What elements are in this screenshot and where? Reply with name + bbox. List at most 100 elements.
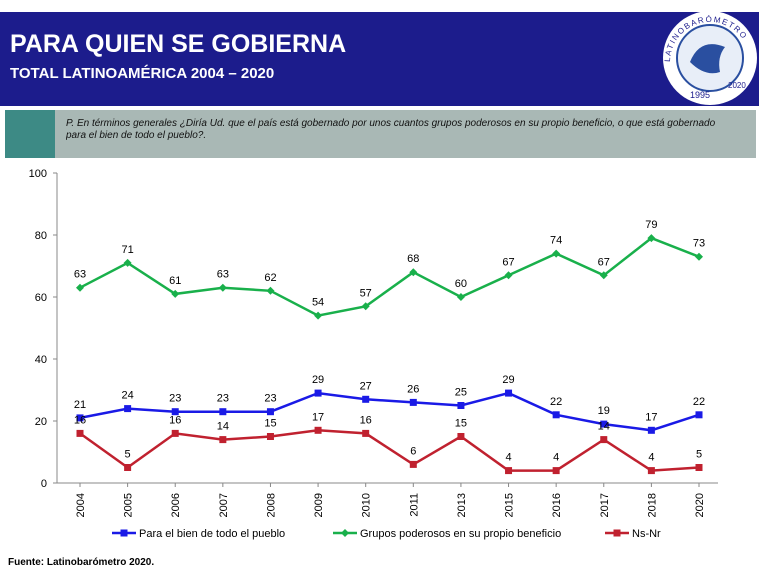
x-tick-label: 2010 — [361, 493, 373, 517]
legend-label: Ns-Nr — [632, 528, 661, 540]
data-point — [219, 284, 227, 292]
x-tick-label: 2008 — [265, 493, 277, 517]
data-label: 57 — [360, 287, 372, 299]
data-label: 54 — [312, 297, 324, 309]
question-square — [5, 110, 55, 158]
data-label: 60 — [455, 278, 467, 290]
y-tick-label: 20 — [35, 416, 47, 428]
data-point — [505, 467, 512, 474]
data-label: 29 — [312, 374, 324, 386]
data-label: 67 — [502, 256, 514, 268]
subtitle: TOTAL LATINOAMÉRICA 2004 – 2020 — [10, 65, 274, 82]
data-point — [410, 399, 417, 406]
data-label: 63 — [217, 269, 229, 281]
page: PARA QUIEN SE GOBIERNA TOTAL LATINOAMÉRI… — [0, 0, 759, 573]
data-label: 61 — [169, 275, 181, 287]
data-point — [552, 250, 560, 258]
data-point — [267, 408, 274, 415]
data-label: 23 — [217, 393, 229, 405]
data-label: 74 — [550, 235, 562, 247]
slide: PARA QUIEN SE GOBIERNA TOTAL LATINOAMÉRI… — [0, 0, 759, 573]
logo-mark: MR — [742, 99, 750, 105]
x-tick-label: 2006 — [170, 493, 182, 517]
x-tick-label: 2020 — [694, 493, 706, 517]
data-label: 5 — [125, 449, 131, 461]
question: P. En términos generales ¿Diría Ud. que … — [66, 118, 726, 142]
data-point — [410, 461, 417, 468]
x-tick-label: 2018 — [646, 493, 658, 517]
data-label: 6 — [410, 445, 416, 457]
legend-label: Grupos poderosos en su propio beneficio — [360, 528, 561, 540]
data-point — [362, 430, 369, 437]
data-point — [172, 430, 179, 437]
data-label: 23 — [264, 393, 276, 405]
y-tick-label: 40 — [35, 354, 47, 366]
data-label: 4 — [553, 452, 559, 464]
data-label: 17 — [312, 411, 324, 423]
source: Fuente: Latinobarómetro 2020. — [8, 557, 154, 568]
data-point — [505, 271, 513, 279]
data-point — [219, 436, 226, 443]
data-point — [648, 467, 655, 474]
y-tick-label: 100 — [29, 168, 47, 180]
data-point — [696, 464, 703, 471]
data-label: 29 — [502, 374, 514, 386]
data-point — [553, 411, 560, 418]
data-label: 15 — [455, 418, 467, 430]
logo-end: 2020 — [728, 81, 746, 90]
x-tick-label: 2015 — [504, 493, 516, 517]
data-point — [362, 396, 369, 403]
legend-label: Para el bien de todo el pueblo — [139, 528, 285, 540]
x-tick-label: 2011 — [408, 493, 420, 517]
logo-start: 1995 — [690, 90, 710, 100]
y-tick-label: 0 — [41, 478, 47, 490]
legend-marker — [341, 529, 349, 537]
x-tick-label: 2004 — [75, 493, 87, 517]
data-label: 68 — [407, 253, 419, 265]
data-label: 63 — [74, 269, 86, 281]
data-label: 62 — [264, 272, 276, 284]
data-label: 22 — [693, 396, 705, 408]
data-point — [315, 390, 322, 397]
data-point — [267, 433, 274, 440]
data-label: 27 — [360, 380, 372, 392]
data-label: 16 — [74, 414, 86, 426]
question-box: P. En términos generales ¿Diría Ud. que … — [66, 118, 726, 158]
data-label: 4 — [648, 452, 654, 464]
data-label: 14 — [217, 421, 229, 433]
data-label: 23 — [169, 393, 181, 405]
data-point — [648, 427, 655, 434]
x-tick-label: 2007 — [218, 493, 230, 517]
data-label: 24 — [121, 390, 133, 402]
title: PARA QUIEN SE GOBIERNA — [10, 30, 346, 58]
x-tick-label: 2017 — [599, 493, 611, 517]
legend-marker — [614, 530, 621, 537]
data-label: 71 — [121, 244, 133, 256]
data-label: 15 — [264, 418, 276, 430]
data-label: 14 — [598, 421, 610, 433]
x-tick-label: 2016 — [551, 493, 563, 517]
y-tick-label: 80 — [35, 230, 47, 242]
data-point — [457, 433, 464, 440]
data-label: 73 — [693, 238, 705, 250]
data-label: 16 — [360, 414, 372, 426]
data-point — [124, 464, 131, 471]
data-point — [315, 427, 322, 434]
data-label: 4 — [505, 452, 511, 464]
data-point — [457, 402, 464, 409]
data-label: 79 — [645, 219, 657, 231]
data-point — [77, 430, 84, 437]
data-point — [695, 253, 703, 261]
x-tick-label: 2005 — [123, 493, 135, 517]
x-tick-label: 2013 — [456, 493, 468, 517]
data-label: 16 — [169, 414, 181, 426]
data-point — [124, 405, 131, 412]
data-point — [219, 408, 226, 415]
data-label: 19 — [598, 405, 610, 417]
data-label: 26 — [407, 383, 419, 395]
legend-marker — [121, 530, 128, 537]
data-label: 25 — [455, 387, 467, 399]
y-tick-label: 60 — [35, 292, 47, 304]
data-point — [600, 436, 607, 443]
data-label: 21 — [74, 399, 86, 411]
